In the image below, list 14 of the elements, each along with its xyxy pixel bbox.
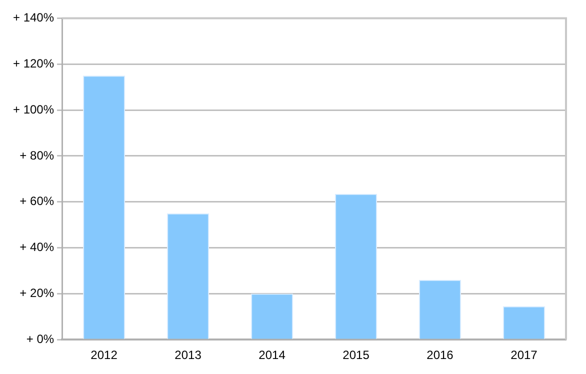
y-tick-label: + 60% [20,194,54,208]
y-tick-label: + 80% [20,148,54,162]
x-tick-label: 2014 [258,348,286,362]
y-tick-label: + 20% [20,286,54,300]
x-tick-label: 2015 [342,348,370,362]
y-tick-label: + 0% [26,332,54,346]
y-tick-label: + 120% [12,56,54,70]
y-tick-label: + 100% [12,102,54,116]
x-tick-label: 2017 [510,348,538,362]
x-tick-label: 2013 [174,348,202,362]
y-tick-label: + 140% [12,10,54,25]
x-tick-label: 2016 [426,348,454,362]
y-tick-label: + 40% [20,240,54,254]
x-tick-label: 2012 [90,348,118,362]
